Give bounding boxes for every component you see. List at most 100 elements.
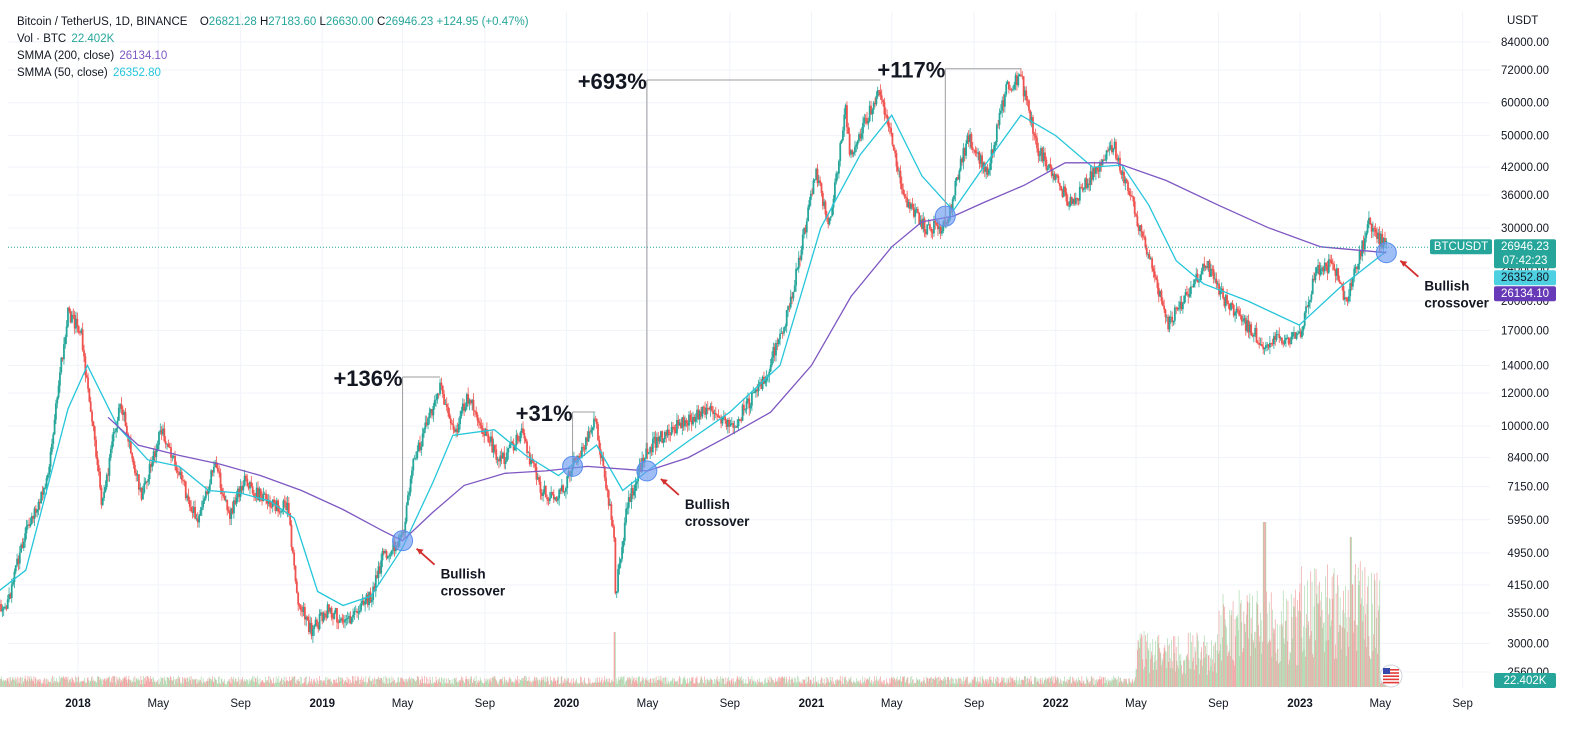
volume-bar bbox=[352, 675, 353, 687]
volume-bar bbox=[944, 677, 946, 687]
volume-bar bbox=[1162, 661, 1164, 687]
volume-bar bbox=[388, 683, 389, 687]
volume-bar bbox=[265, 676, 266, 687]
volume-bar bbox=[935, 678, 937, 687]
candle-body bbox=[463, 403, 466, 411]
volume-bar bbox=[632, 680, 634, 687]
volume-bar bbox=[467, 679, 468, 687]
volume-bar bbox=[853, 681, 855, 687]
candle-body bbox=[341, 618, 344, 622]
legend-smma50-row[interactable]: SMMA (50, close) 26352.80 bbox=[17, 65, 529, 82]
time-tick-label: Sep bbox=[475, 698, 495, 710]
candle-body bbox=[1244, 318, 1247, 331]
volume-bar bbox=[1264, 522, 1265, 687]
candle-body bbox=[1278, 334, 1281, 339]
volume-bar bbox=[117, 680, 119, 687]
candle-body bbox=[346, 617, 349, 619]
candle-body bbox=[84, 356, 87, 376]
volume-bar bbox=[441, 676, 442, 687]
candle-body bbox=[1121, 171, 1124, 175]
candle-body bbox=[162, 428, 164, 435]
volume-bar bbox=[1282, 590, 1284, 687]
candle-body bbox=[278, 511, 281, 513]
volume-bar bbox=[198, 681, 200, 687]
volume-bar bbox=[155, 681, 157, 687]
volume-bar bbox=[522, 678, 523, 687]
candle-body bbox=[386, 556, 389, 559]
volume-bar bbox=[878, 684, 880, 687]
volume-bar bbox=[840, 680, 842, 687]
volume-bar bbox=[135, 682, 136, 687]
price-axis[interactable]: USDT84000.0072000.0060000.0050000.004200… bbox=[1501, 15, 1549, 679]
candle-body bbox=[71, 314, 73, 323]
candle-body bbox=[1212, 269, 1215, 280]
volume-bar bbox=[363, 677, 365, 687]
volume-bar bbox=[214, 677, 215, 687]
volume-bar bbox=[16, 679, 17, 687]
volume-bar bbox=[827, 679, 829, 687]
volume-bar bbox=[445, 683, 447, 687]
volume-bar bbox=[321, 680, 322, 687]
volume-bar bbox=[1158, 634, 1160, 687]
candle-body bbox=[1131, 195, 1133, 197]
volume-bar bbox=[350, 683, 352, 687]
legend-volume-row[interactable]: Vol · BTC 22.402K bbox=[17, 31, 529, 48]
volume-bar bbox=[1128, 678, 1130, 687]
volume-bar bbox=[1240, 600, 1242, 687]
volume-bar bbox=[1064, 676, 1065, 687]
candle-body bbox=[1006, 81, 1009, 85]
candle-body bbox=[1194, 279, 1196, 284]
candle-body bbox=[749, 405, 752, 409]
volume-bar bbox=[382, 680, 383, 687]
volume-bar bbox=[985, 678, 986, 687]
volume-bar bbox=[896, 676, 898, 687]
candle-body bbox=[14, 565, 17, 572]
volume-bar bbox=[428, 683, 430, 687]
candle-body bbox=[246, 478, 249, 487]
candle-body bbox=[295, 581, 298, 593]
candle-body bbox=[923, 218, 926, 232]
candle-body bbox=[1018, 74, 1021, 77]
candle-body bbox=[690, 419, 693, 425]
candle-body bbox=[1042, 152, 1045, 162]
legend-volume-label: Vol · BTC bbox=[17, 33, 67, 45]
volume-bar bbox=[71, 677, 73, 687]
legend-ohlc-row[interactable]: Bitcoin / TetherUS, 1D, BINANCE O26821.2… bbox=[17, 14, 529, 31]
time-axis[interactable]: 2018 May Sep 2019 May Sep 2020 May Sep 2021 May Sep… bbox=[65, 698, 1473, 710]
volume-bar bbox=[402, 678, 403, 687]
candle-body bbox=[281, 510, 284, 512]
volume-bar bbox=[764, 679, 765, 687]
volume-bar bbox=[331, 684, 333, 687]
volume-bar bbox=[1250, 617, 1252, 687]
volume-bar bbox=[837, 679, 838, 687]
volume-bar bbox=[137, 679, 138, 687]
volume-bar bbox=[1055, 678, 1057, 687]
volume-bar bbox=[811, 684, 813, 687]
volume-bar bbox=[234, 682, 235, 687]
candle-body bbox=[1038, 155, 1041, 157]
volume-bar bbox=[277, 678, 278, 687]
volume-bar bbox=[95, 682, 97, 687]
volume-bar bbox=[289, 676, 290, 687]
candle-body bbox=[311, 628, 314, 636]
volume-bar bbox=[1019, 677, 1020, 687]
candle-body bbox=[16, 558, 19, 566]
volume-bar bbox=[530, 681, 531, 687]
legend-smma200-row[interactable]: SMMA (200, close) 26134.10 bbox=[17, 48, 529, 65]
volume-bar bbox=[598, 681, 600, 687]
flag-icon[interactable] bbox=[1379, 664, 1403, 688]
volume-bar bbox=[1354, 575, 1356, 687]
volume-bar bbox=[977, 680, 979, 687]
volume-bar bbox=[680, 683, 682, 687]
smma200-line bbox=[107, 162, 1387, 542]
volume-bar bbox=[698, 682, 700, 687]
candle-body bbox=[1345, 297, 1348, 300]
candle-body bbox=[266, 499, 269, 504]
volume-bar bbox=[1122, 683, 1124, 687]
volume-bar bbox=[875, 680, 877, 687]
candle-body bbox=[227, 510, 230, 512]
candle-body bbox=[775, 342, 777, 356]
volume-bar bbox=[1243, 611, 1245, 687]
volume-bar bbox=[1085, 683, 1087, 687]
